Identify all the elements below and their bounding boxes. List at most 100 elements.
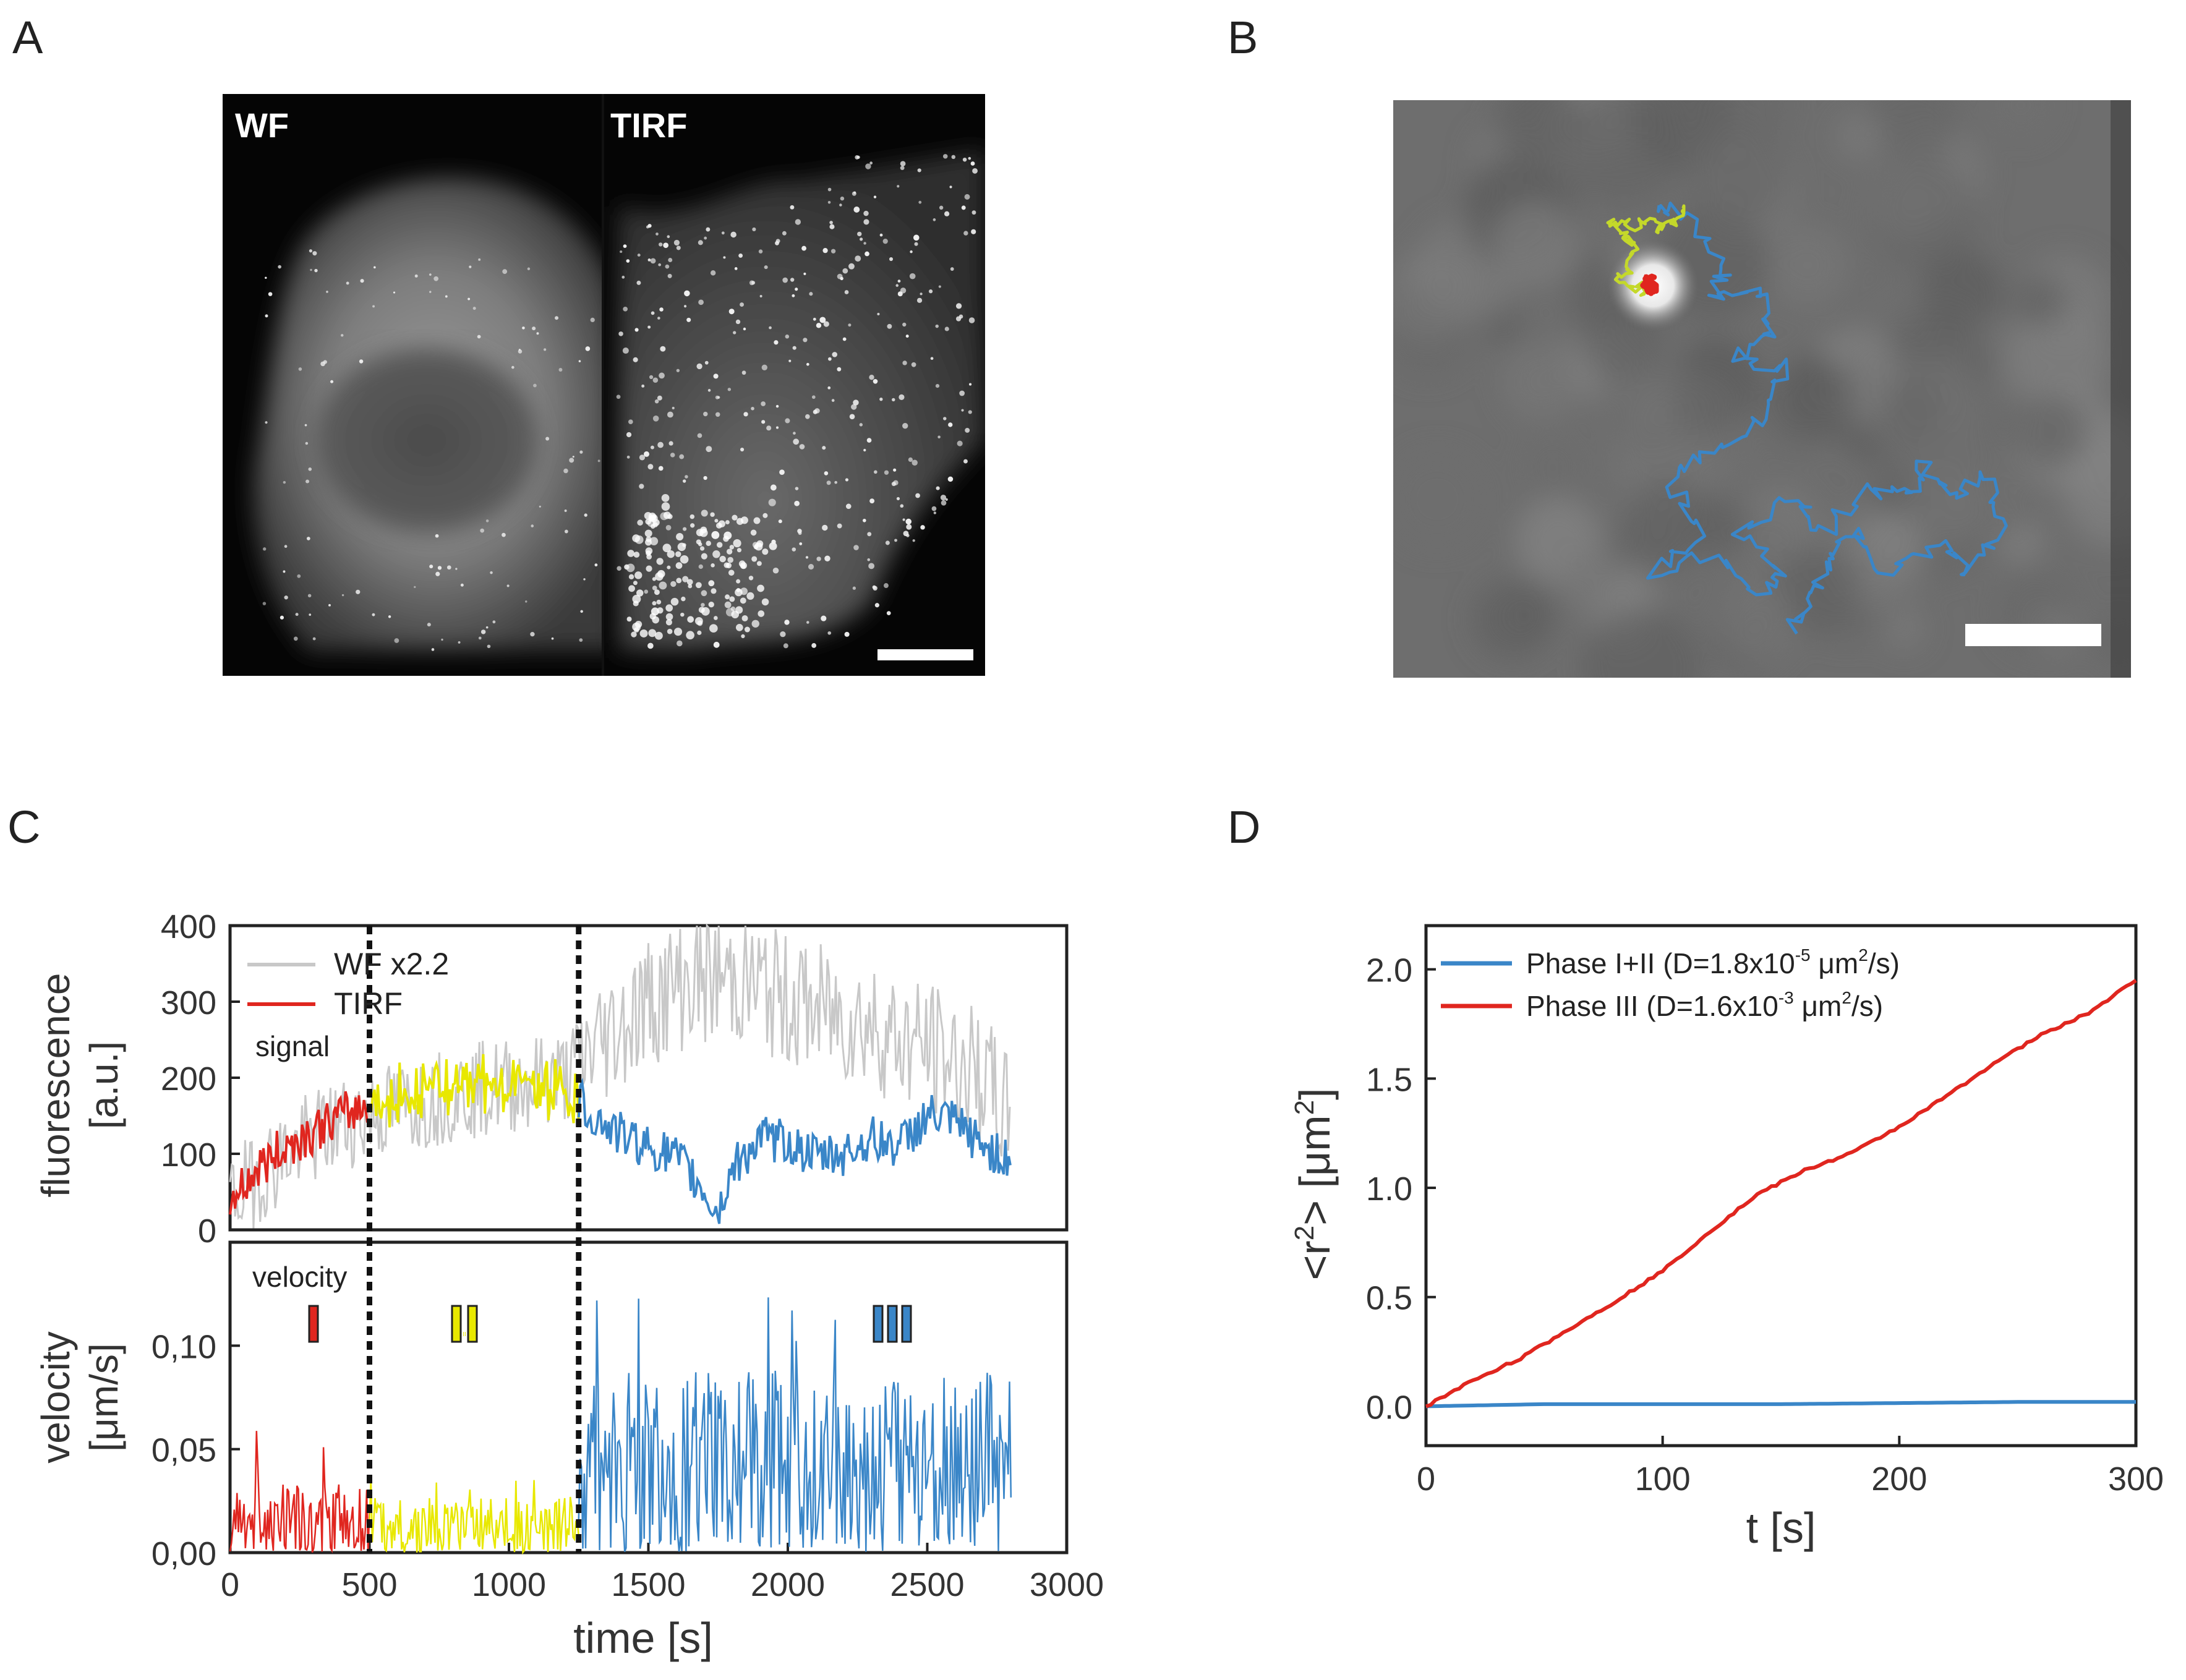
tirf-punctum — [665, 619, 672, 626]
tirf-punctum — [686, 579, 693, 586]
wf-punctum — [536, 332, 539, 335]
tirf-punctum — [754, 542, 763, 551]
tirf-punctum — [670, 453, 675, 458]
tirf-punctum — [623, 244, 627, 249]
tirf-punctum — [736, 548, 742, 553]
tirf-punctum — [845, 478, 849, 482]
tirf-punctum — [759, 295, 762, 298]
tirf-punctum — [884, 470, 889, 475]
wf-punctum — [551, 637, 554, 640]
tirf-punctum — [764, 265, 768, 270]
tirf-punctum — [944, 326, 949, 331]
tirf-punctum — [727, 556, 734, 563]
c-xtick-label: 1500 — [611, 1566, 685, 1603]
tirf-punctum — [770, 484, 777, 491]
tirf-punctum — [905, 335, 909, 338]
tirf-punctum — [688, 584, 693, 589]
wf-punctum — [293, 636, 298, 641]
tirf-punctum — [621, 275, 625, 279]
tirf-punctum — [687, 616, 694, 623]
wf-punctum — [478, 636, 482, 640]
tirf-punctum — [762, 513, 768, 518]
tirf-punctum — [832, 352, 837, 357]
tirf-punctum — [918, 200, 922, 204]
tirf-punctum — [828, 357, 832, 361]
tirf-punctum — [844, 290, 849, 294]
wf-punctum — [435, 534, 439, 538]
wf-punctum — [262, 602, 267, 605]
tirf-punctum — [933, 511, 936, 514]
tirf-punctum — [757, 584, 764, 592]
tirf-punctum — [655, 232, 659, 236]
tirf-punctum — [683, 305, 687, 308]
tirf-punctum — [667, 411, 673, 418]
tirf-punctum — [792, 346, 796, 350]
tirf-punctum — [646, 554, 652, 560]
tirf-punctum — [736, 518, 744, 525]
tirf-punctum — [648, 513, 657, 521]
tirf-punctum — [873, 586, 877, 591]
d-series-phase-i-ii — [1425, 1400, 2136, 1409]
tirf-punctum — [725, 520, 730, 525]
tirf-punctum — [649, 613, 656, 620]
tirf-punctum — [751, 281, 756, 285]
tirf-punctum — [897, 279, 901, 283]
tirf-punctum — [803, 338, 808, 343]
tirf-punctum — [853, 191, 856, 194]
wf-punctum — [283, 570, 286, 573]
tirf-punctum — [641, 384, 645, 388]
tirf-punctum — [662, 544, 672, 553]
tirf-punctum — [675, 562, 683, 569]
wf-punctum — [323, 360, 327, 364]
wf-punctum — [310, 268, 312, 271]
tirf-punctum — [622, 348, 629, 354]
tirf-punctum — [912, 539, 915, 542]
tirf-punctum — [658, 466, 664, 471]
wf-punctum — [532, 326, 536, 331]
tirf-punctum — [628, 419, 633, 425]
tirf-punctum — [750, 529, 757, 536]
wf-punctum — [435, 571, 440, 576]
c-velocity-phase-ii — [369, 1477, 580, 1555]
tirf-punctum — [827, 386, 831, 390]
c-signal-annotation: signal — [255, 1030, 330, 1062]
tirf-punctum — [751, 556, 758, 562]
tirf-punctum — [683, 527, 687, 531]
tirf-punctum — [795, 288, 798, 291]
tirf-punctum — [943, 417, 947, 420]
tirf-punctum — [839, 203, 842, 207]
tirf-punctum — [889, 257, 894, 262]
wf-punctum — [578, 360, 581, 362]
wf-punctum — [295, 613, 299, 616]
tirf-punctum — [668, 441, 673, 446]
tirf-punctum — [813, 409, 818, 414]
tirf-punctum — [829, 224, 835, 229]
scale-bar-b — [1965, 624, 2101, 646]
tirf-punctum — [968, 317, 975, 323]
tirf-punctum — [657, 607, 664, 614]
tirf-punctum — [829, 221, 833, 224]
wf-punctum — [487, 644, 491, 649]
c-legend-wf: WF x2.2 — [334, 947, 449, 981]
tirf-punctum — [650, 258, 656, 264]
wf-punctum — [330, 380, 334, 383]
tirf-punctum — [756, 561, 762, 566]
wf-punctum — [309, 249, 313, 253]
tirf-punctum — [682, 576, 689, 582]
c-xtick-label: 2500 — [890, 1566, 964, 1603]
c-top-ylabel-1: fluorescence — [33, 973, 78, 1198]
tirf-punctum — [806, 362, 809, 366]
tirf-punctum — [741, 615, 748, 621]
tirf-punctum — [769, 542, 777, 550]
tirf-punctum — [676, 533, 684, 541]
tirf-punctum — [941, 500, 947, 506]
cell-image — [254, 94, 985, 676]
tirf-punctum — [860, 237, 863, 241]
tirf-punctum — [931, 506, 937, 511]
c-xlabel: time [s] — [573, 1614, 713, 1662]
tirf-punctum — [648, 629, 657, 637]
c-series-tirf-phase-ii — [369, 1054, 580, 1128]
tirf-punctum — [715, 395, 719, 399]
tirf-punctum — [798, 531, 802, 535]
tirf-punctum — [785, 418, 790, 424]
